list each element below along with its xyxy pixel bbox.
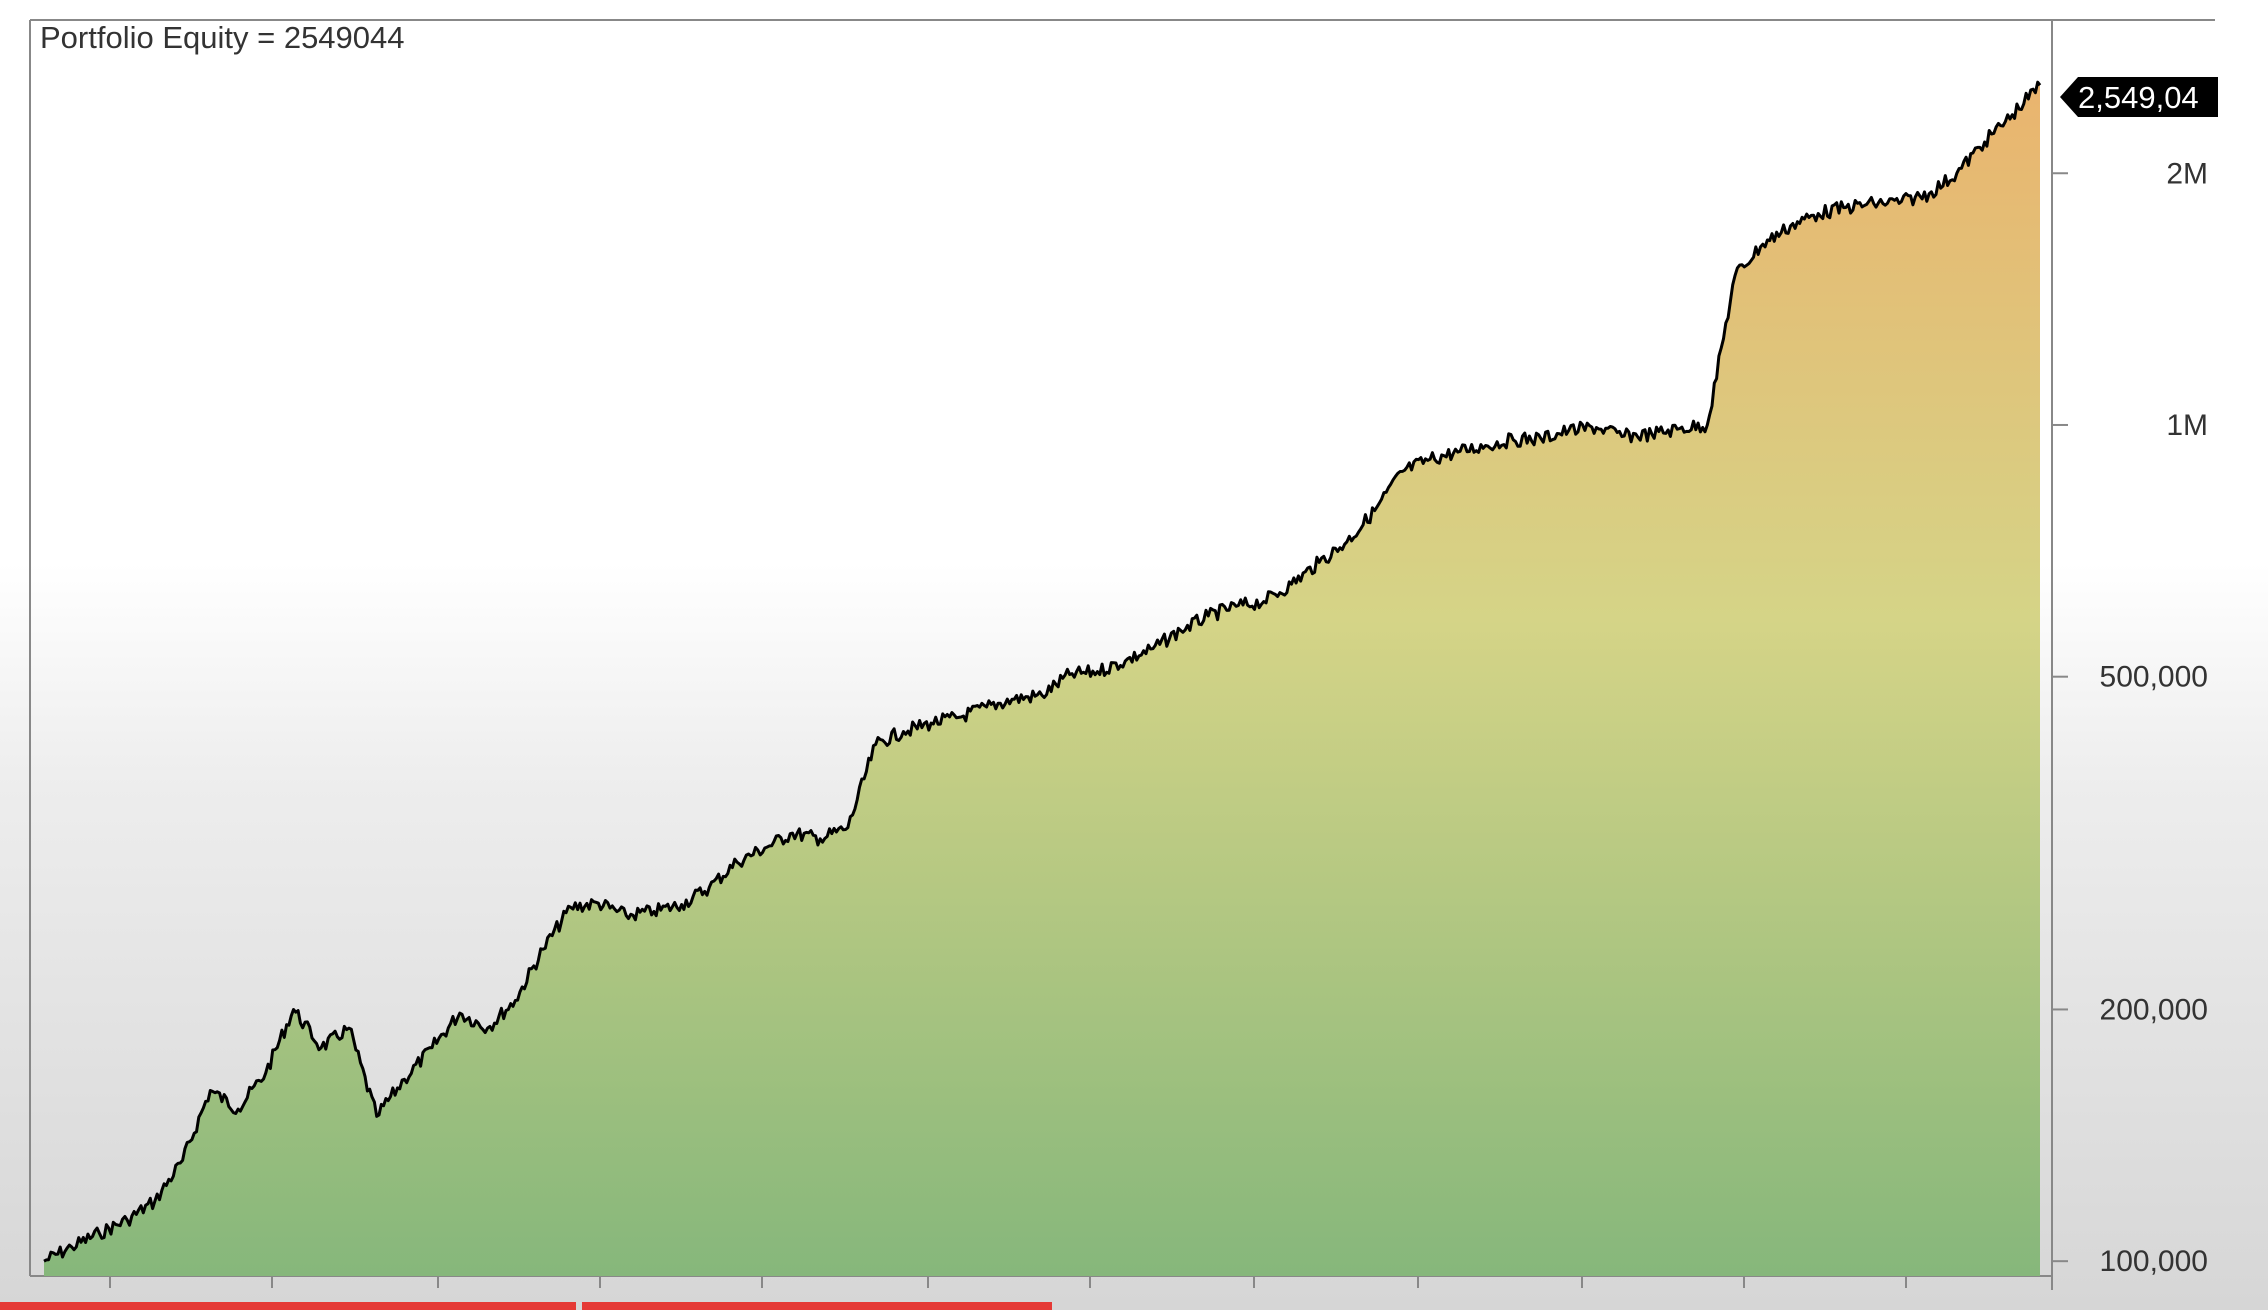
y-tick-label: 100,000 — [2100, 1245, 2208, 1278]
last-value-label: 2,549,04 — [2078, 80, 2199, 115]
y-tick-label: 1M — [2166, 409, 2208, 442]
video-progress-bar — [0, 1302, 576, 1310]
y-tick-label: 200,000 — [2100, 993, 2208, 1026]
y-tick-label: 500,000 — [2100, 661, 2208, 694]
y-tick-label: 2M — [2166, 157, 2208, 190]
last-value-marker — [2060, 77, 2218, 117]
video-progress-bar — [582, 1302, 1052, 1310]
equity-line — [43, 80, 2042, 1263]
chart-title: Portfolio Equity = 2549044 — [40, 20, 405, 55]
equity-area — [44, 82, 2040, 1277]
